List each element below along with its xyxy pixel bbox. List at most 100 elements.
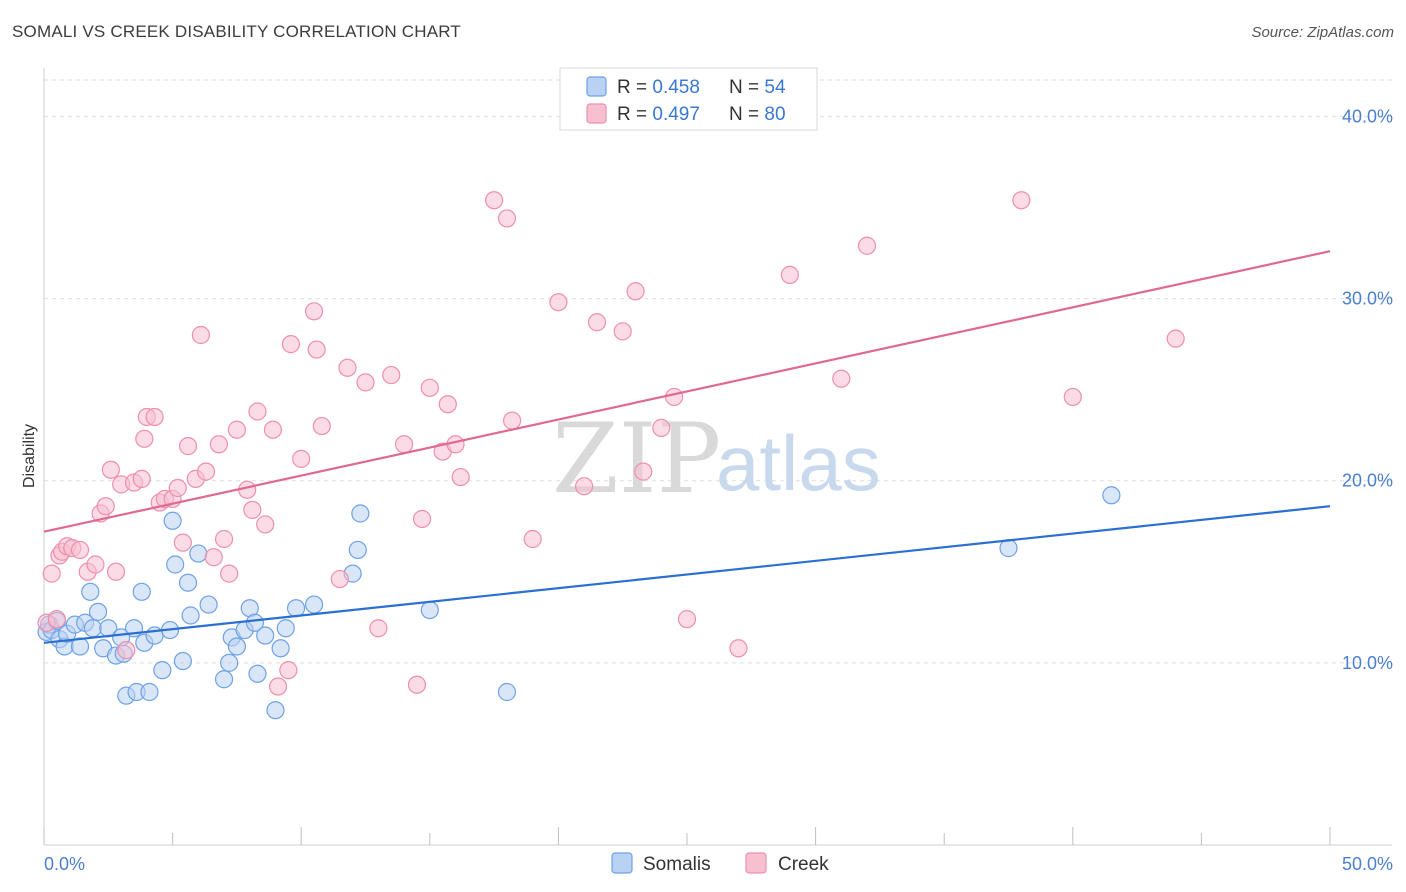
point-creek (101, 460, 120, 479)
point-creek (135, 429, 154, 448)
point-creek (132, 469, 151, 488)
point-creek (356, 373, 375, 392)
source-label: Source: ZipAtlas.com (1251, 24, 1394, 41)
point-somalis (83, 619, 102, 638)
point-creek (86, 555, 105, 574)
point-creek (575, 477, 594, 496)
point-creek (407, 675, 427, 694)
bottom-legend-somalis: Somalis (643, 854, 711, 875)
point-creek (652, 418, 671, 437)
legend-swatch-creek (586, 103, 607, 124)
legend-n-label-somalis: N = (729, 77, 764, 98)
point-somalis (199, 595, 218, 614)
point-creek (587, 313, 607, 332)
watermark-zip: ZIP (552, 403, 721, 515)
point-creek (382, 365, 401, 385)
y-tick-label: 10.0% (1342, 653, 1393, 673)
legend-n-creek: 80 (764, 104, 785, 125)
point-somalis (271, 639, 290, 658)
point-somalis (181, 606, 200, 625)
trend-line-creek (43, 250, 1331, 533)
point-somalis (420, 600, 439, 620)
point-creek (47, 610, 66, 629)
point-creek (497, 209, 517, 228)
point-creek (292, 449, 311, 468)
point-somalis (173, 651, 192, 671)
point-creek (191, 325, 210, 345)
point-creek (626, 282, 645, 301)
bottom-legend-creek: Creek (778, 854, 829, 875)
point-creek (117, 641, 136, 660)
point-creek (304, 302, 324, 321)
point-creek (248, 402, 267, 421)
point-creek (485, 191, 504, 210)
point-somalis (266, 701, 285, 720)
point-somalis (304, 595, 324, 614)
point-creek (338, 358, 357, 377)
y-tick-label: 20.0% (1342, 471, 1393, 491)
x-tick-label-min: 0.0% (44, 854, 85, 874)
point-creek (613, 322, 632, 341)
legend-r-somalis: 0.458 (652, 77, 700, 98)
point-creek (145, 407, 164, 427)
point-creek (220, 564, 239, 583)
point-creek (209, 435, 228, 454)
stats-legend: R = 0.458 N = 54 R = 0.497 N = 80 (559, 67, 818, 131)
point-somalis (220, 653, 239, 672)
point-creek (238, 480, 257, 499)
point-creek (412, 509, 432, 529)
point-creek (279, 661, 298, 680)
point-creek (106, 562, 126, 581)
svg-text:R = 0.458: R = 0.458 (617, 77, 700, 98)
point-somalis (276, 619, 295, 638)
point-somalis (256, 626, 275, 645)
point-creek (1012, 191, 1031, 210)
point-creek (204, 548, 223, 567)
point-creek (281, 335, 301, 354)
point-creek (178, 437, 198, 456)
point-somalis (214, 670, 234, 689)
point-creek (196, 462, 216, 481)
watermark-atlas: atlas (716, 419, 881, 507)
point-somalis (348, 540, 367, 560)
point-somalis (227, 637, 246, 656)
point-creek (256, 515, 275, 534)
point-creek (70, 540, 90, 560)
point-somalis (153, 661, 172, 680)
point-creek (214, 529, 234, 549)
point-creek (307, 340, 326, 359)
series-legend: Somalis Creek (611, 852, 829, 875)
y-tick-label: 30.0% (1342, 289, 1393, 309)
point-creek (634, 462, 653, 481)
point-somalis (1102, 486, 1121, 505)
point-creek (729, 639, 748, 658)
svg-text:R = 0.497: R = 0.497 (617, 104, 700, 125)
x-tick-label-max: 50.0% (1342, 854, 1393, 874)
point-creek (420, 378, 439, 397)
legend-r-creek: 0.497 (652, 104, 700, 125)
point-creek (268, 677, 288, 696)
point-creek (369, 619, 388, 638)
point-somalis (497, 682, 517, 702)
point-creek (96, 497, 115, 516)
point-creek (168, 478, 187, 498)
point-creek (857, 236, 877, 255)
point-creek (832, 369, 851, 388)
y-axis-title: Disability (21, 424, 38, 488)
point-somalis (140, 682, 159, 702)
point-creek (549, 293, 568, 312)
legend-r-label-creek: R = (617, 104, 652, 125)
point-creek (1063, 387, 1082, 407)
watermark: ZIP atlas (552, 403, 881, 515)
legend-n-label-creek: N = (729, 104, 764, 125)
y-tick-label: 40.0% (1342, 106, 1393, 126)
point-creek (263, 420, 283, 439)
point-somalis (248, 664, 267, 683)
trend-line-somalis (43, 505, 1331, 644)
tick-labels: 10.0% 20.0% 30.0% 40.0% 0.0% 50.0% (44, 106, 1393, 874)
point-creek (1166, 329, 1185, 348)
point-creek (451, 467, 470, 487)
point-creek (780, 265, 799, 284)
point-somalis (163, 511, 182, 530)
